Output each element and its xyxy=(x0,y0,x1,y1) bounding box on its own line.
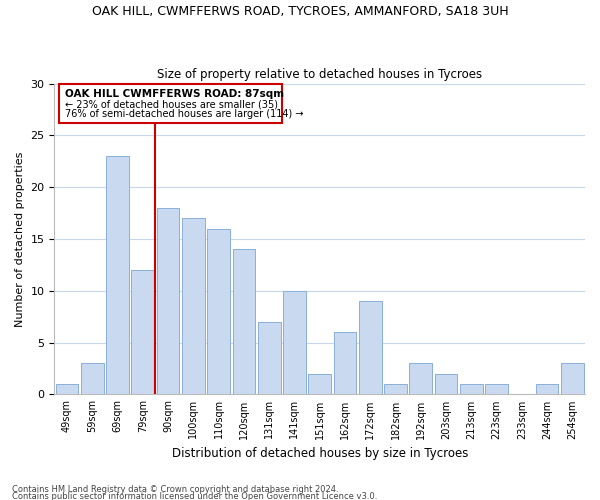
Bar xyxy=(283,291,306,395)
Bar xyxy=(131,270,154,394)
Bar xyxy=(334,332,356,394)
Y-axis label: Number of detached properties: Number of detached properties xyxy=(15,152,25,326)
Bar xyxy=(258,322,281,394)
Bar xyxy=(56,384,79,394)
Text: OAK HILL, CWMFFERWS ROAD, TYCROES, AMMANFORD, SA18 3UH: OAK HILL, CWMFFERWS ROAD, TYCROES, AMMAN… xyxy=(92,5,508,18)
Bar xyxy=(561,364,584,394)
Bar xyxy=(460,384,482,394)
Bar xyxy=(106,156,129,394)
Text: ← 23% of detached houses are smaller (35): ← 23% of detached houses are smaller (35… xyxy=(65,99,278,109)
Bar xyxy=(409,364,432,394)
X-axis label: Distribution of detached houses by size in Tycroes: Distribution of detached houses by size … xyxy=(172,447,468,460)
Bar xyxy=(384,384,407,394)
Text: Contains HM Land Registry data © Crown copyright and database right 2024.: Contains HM Land Registry data © Crown c… xyxy=(12,486,338,494)
Bar xyxy=(308,374,331,394)
Text: 76% of semi-detached houses are larger (114) →: 76% of semi-detached houses are larger (… xyxy=(65,110,303,120)
Title: Size of property relative to detached houses in Tycroes: Size of property relative to detached ho… xyxy=(157,68,482,81)
Bar xyxy=(359,301,382,394)
Bar xyxy=(233,250,255,394)
Bar xyxy=(434,374,457,394)
Bar xyxy=(207,228,230,394)
Bar xyxy=(536,384,559,394)
Text: OAK HILL CWMFFERWS ROAD: 87sqm: OAK HILL CWMFFERWS ROAD: 87sqm xyxy=(65,88,284,99)
Bar xyxy=(182,218,205,394)
Text: Contains public sector information licensed under the Open Government Licence v3: Contains public sector information licen… xyxy=(12,492,377,500)
Bar xyxy=(59,84,282,123)
Bar xyxy=(485,384,508,394)
Bar xyxy=(157,208,179,394)
Bar xyxy=(81,364,104,394)
